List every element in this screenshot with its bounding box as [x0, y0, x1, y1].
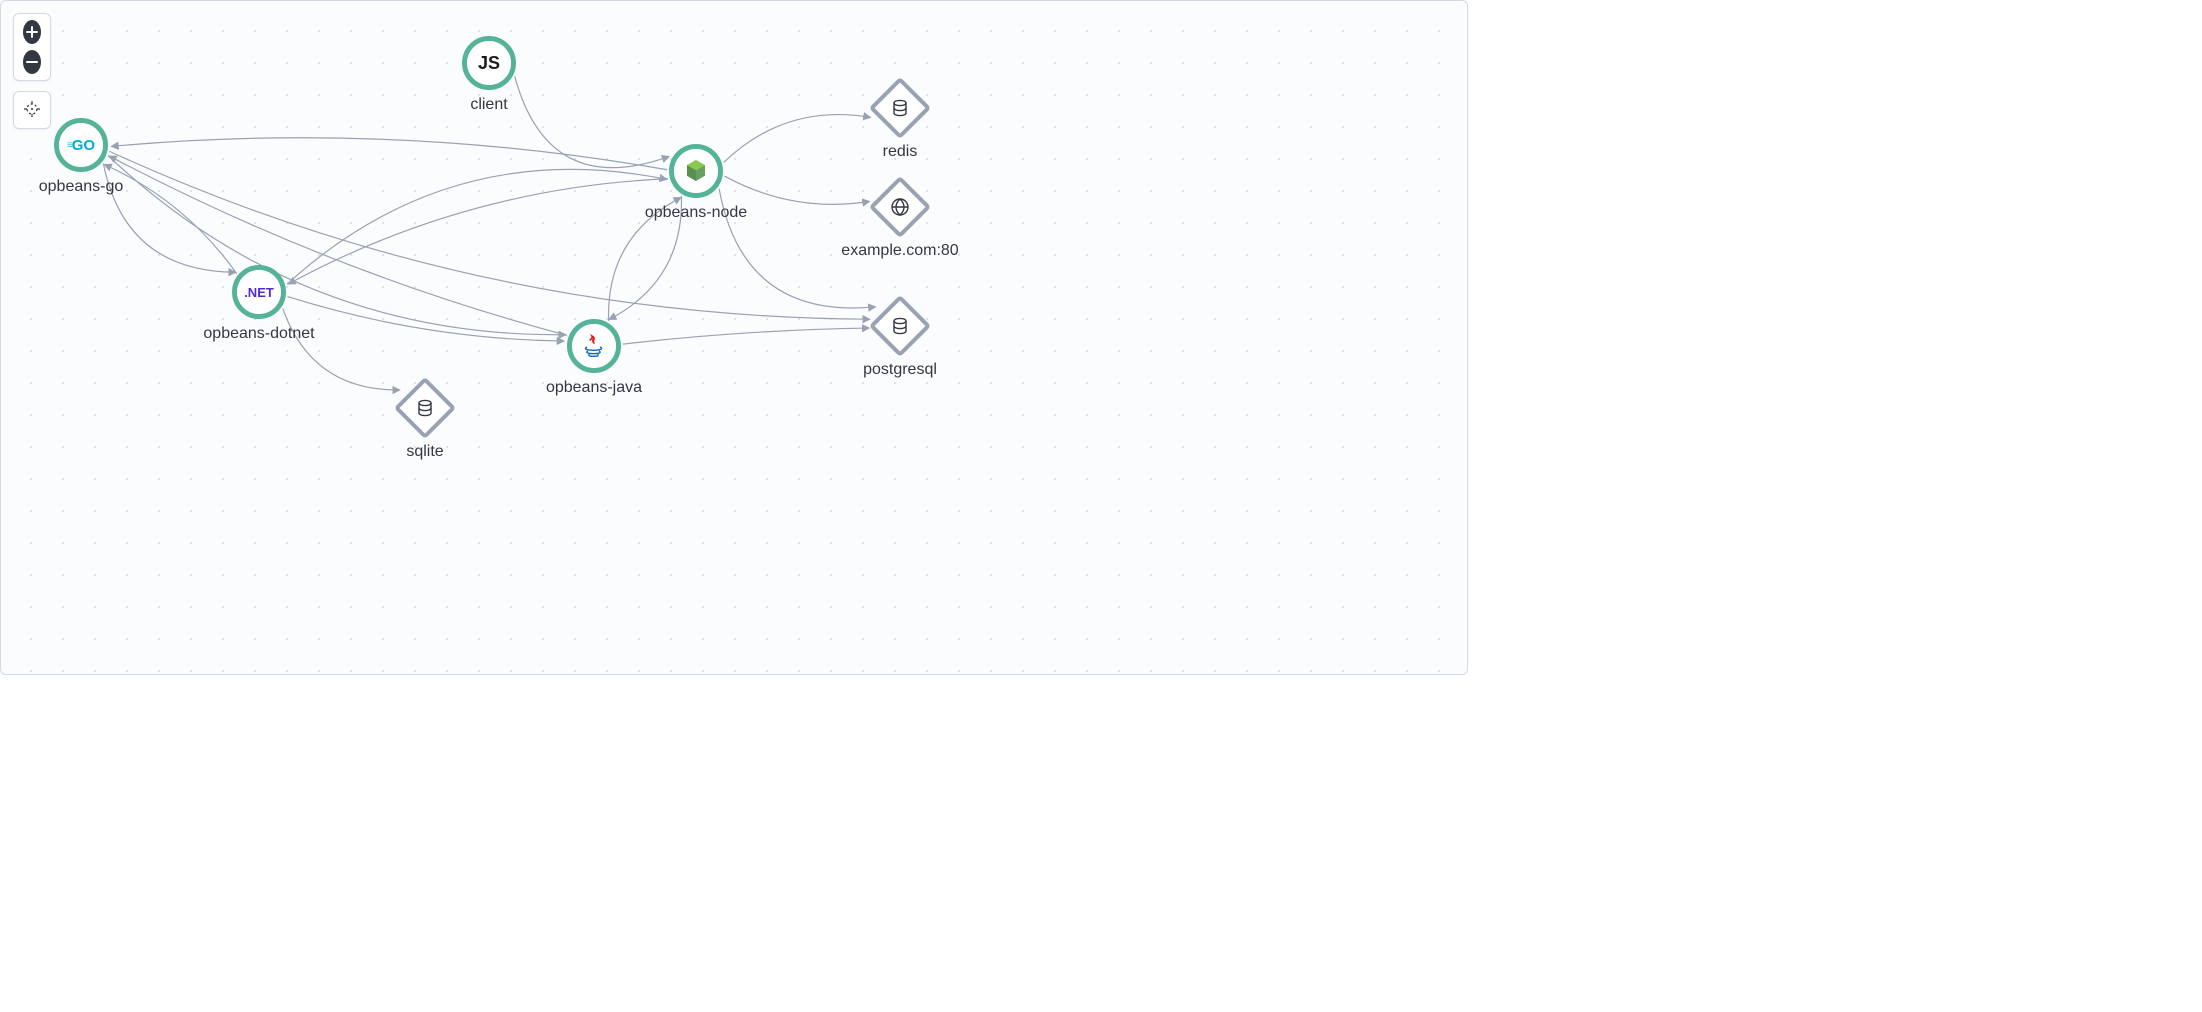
- node-label-opbeans-java: opbeans-java: [546, 379, 642, 397]
- node-label-opbeans-go: opbeans-go: [39, 178, 124, 196]
- node-redis[interactable]: [878, 86, 922, 130]
- fit-view-button[interactable]: [17, 95, 47, 125]
- node-label-postgresql: postgresql: [863, 361, 937, 379]
- edge-opbeans-go-to-postgresql: [109, 151, 869, 319]
- node-opbeans-dotnet[interactable]: .NET: [232, 265, 286, 319]
- nodejs-icon: [674, 149, 718, 193]
- java-icon: [572, 324, 616, 368]
- node-label-sqlite: sqlite: [406, 443, 443, 461]
- fit-group: [13, 91, 51, 129]
- edge-client-to-opbeans-node: [515, 76, 669, 167]
- crosshair-icon: [23, 100, 41, 121]
- edge-opbeans-dotnet-to-opbeans-node: [287, 169, 666, 284]
- edge-opbeans-java-to-postgresql: [623, 328, 869, 344]
- zoom-group: [13, 13, 51, 81]
- node-label-opbeans-node: opbeans-node: [645, 204, 747, 222]
- edge-opbeans-node-to-redis: [724, 115, 870, 163]
- postgres-icon: [890, 316, 910, 336]
- zoom-in-button[interactable]: [17, 17, 47, 47]
- js-icon: JS: [467, 41, 511, 85]
- edge-opbeans-node-to-examplecom: [725, 176, 869, 204]
- node-label-examplecom: example.com:80: [841, 242, 958, 260]
- go-icon: ≡GO: [59, 123, 103, 167]
- zoom-out-button[interactable]: [17, 47, 47, 77]
- zoom-toolbar: [13, 13, 51, 129]
- minus-icon: [23, 50, 41, 74]
- node-label-redis: redis: [883, 143, 918, 161]
- plus-icon: [23, 20, 41, 44]
- dotnet-icon: .NET: [237, 270, 281, 314]
- node-opbeans-java[interactable]: [567, 319, 621, 373]
- node-sqlite[interactable]: [403, 386, 447, 430]
- node-postgresql[interactable]: [878, 304, 922, 348]
- globe-icon: [890, 197, 910, 217]
- edge-opbeans-node-to-opbeans-go: [112, 138, 667, 170]
- edge-opbeans-java-to-opbeans-go: [110, 156, 567, 335]
- node-examplecom[interactable]: [878, 185, 922, 229]
- node-opbeans-go[interactable]: ≡GO: [54, 118, 108, 172]
- database-icon: [890, 98, 910, 118]
- node-label-client: client: [470, 96, 507, 114]
- database-icon: [415, 398, 435, 418]
- edge-opbeans-go-to-opbeans-java: [108, 156, 565, 335]
- service-map-canvas[interactable]: JS client ≡GO opbeans-go opbeans-node .NET op…: [0, 0, 1468, 675]
- node-client[interactable]: JS: [462, 36, 516, 90]
- node-label-opbeans-dotnet: opbeans-dotnet: [203, 325, 314, 343]
- edge-opbeans-node-to-opbeans-dotnet: [289, 179, 668, 284]
- node-opbeans-node[interactable]: [669, 144, 723, 198]
